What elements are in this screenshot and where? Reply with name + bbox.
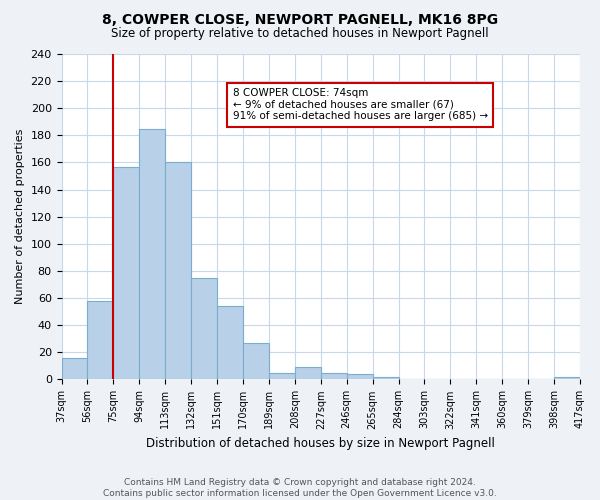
Bar [243,343,269,380]
Bar [113,166,139,380]
Bar [554,376,580,380]
Bar [295,367,321,380]
Bar [88,301,113,380]
X-axis label: Distribution of detached houses by size in Newport Pagnell: Distribution of detached houses by size … [146,437,495,450]
Text: 8, COWPER CLOSE, NEWPORT PAGNELL, MK16 8PG: 8, COWPER CLOSE, NEWPORT PAGNELL, MK16 8… [102,12,498,26]
Bar [191,278,217,380]
Bar [217,306,243,380]
Bar [373,376,398,380]
Bar [62,358,88,380]
Bar [139,128,165,380]
Y-axis label: Number of detached properties: Number of detached properties [15,129,25,304]
Bar [347,374,373,380]
Bar [165,162,191,380]
Bar [269,372,295,380]
Text: Contains HM Land Registry data © Crown copyright and database right 2024.
Contai: Contains HM Land Registry data © Crown c… [103,478,497,498]
Text: 8 COWPER CLOSE: 74sqm
← 9% of detached houses are smaller (67)
91% of semi-detac: 8 COWPER CLOSE: 74sqm ← 9% of detached h… [233,88,488,122]
Text: Size of property relative to detached houses in Newport Pagnell: Size of property relative to detached ho… [111,28,489,40]
Bar [321,372,347,380]
